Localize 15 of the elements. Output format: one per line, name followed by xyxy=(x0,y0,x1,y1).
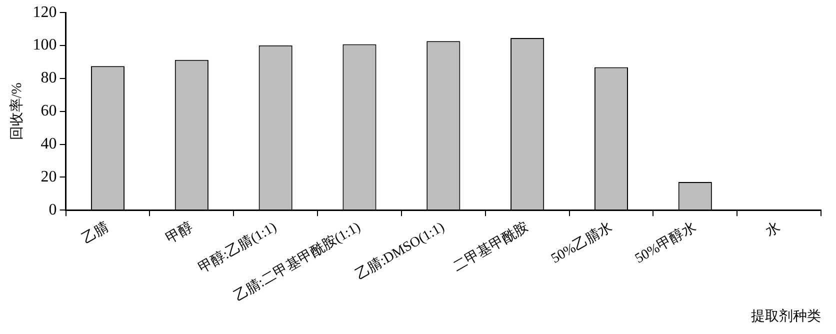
x-tick-label: 50%乙腈水 xyxy=(548,219,616,267)
y-tick-label: 120 xyxy=(32,4,57,21)
x-tick-label: 二甲基甲酰胺 xyxy=(450,219,532,276)
y-tick-label: 60 xyxy=(40,102,57,120)
x-tick-label: 甲醇 xyxy=(163,219,196,248)
x-tick-label: 水 xyxy=(762,219,783,240)
y-tick-label: 80 xyxy=(40,70,57,87)
y-tick-label: 20 xyxy=(40,168,57,186)
x-tick-label: 50%甲醇水 xyxy=(632,219,699,267)
y-tick-label: 100 xyxy=(32,36,57,54)
y-tick-label: 0 xyxy=(48,201,57,218)
x-tick-label: 乙腈 xyxy=(79,219,112,248)
y-tick-label: 40 xyxy=(40,135,57,152)
y-axis-title: 回收率/% xyxy=(9,82,26,140)
x-axis-title: 提取剂种类 xyxy=(751,308,821,324)
